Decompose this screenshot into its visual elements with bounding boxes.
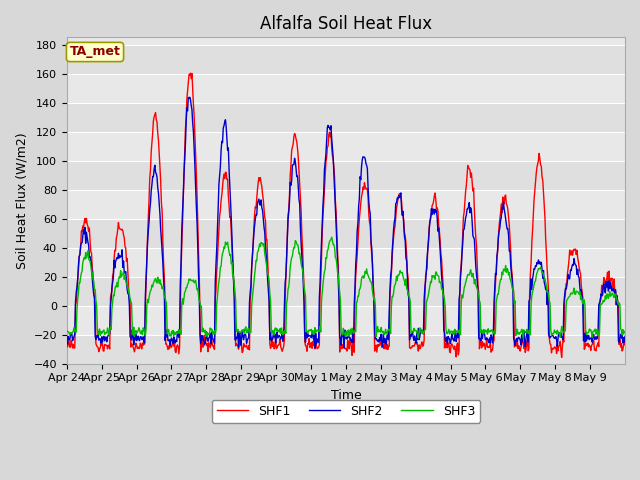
SHF1 (436, 228, 444, 234)
SHF2 (405, 295, 413, 300)
Title: Alfalfa Soil Heat Flux: Alfalfa Soil Heat Flux (260, 15, 432, 33)
SHF2 (621, 334, 629, 339)
Bar (67, 190, 625, 219)
SHF3 (436, 279, 444, 285)
SHF2 (129, 327, 136, 333)
Bar (67, 306, 625, 335)
Bar (67, 73, 625, 103)
SHF3 (621, 328, 629, 334)
Text: TA_met: TA_met (70, 46, 120, 59)
SHF1 (621, 342, 629, 348)
Bar (67, 45, 625, 73)
Line: SHF2: SHF2 (67, 97, 625, 348)
SHF1 (280, 337, 288, 343)
SHF2 (186, 95, 194, 100)
SHF1 (232, 343, 239, 349)
SHF2 (436, 247, 444, 253)
SHF3 (328, 234, 335, 240)
Bar (67, 161, 625, 190)
Bar (67, 335, 625, 364)
Bar (67, 248, 625, 276)
SHF2 (280, 303, 288, 309)
Legend: SHF1, SHF2, SHF3: SHF1, SHF2, SHF3 (212, 400, 480, 423)
SHF2 (232, 337, 239, 343)
SHF3 (404, 290, 412, 296)
SHF1 (404, 276, 412, 281)
SHF1 (558, 354, 566, 360)
SHF3 (259, 240, 266, 246)
X-axis label: Time: Time (330, 389, 361, 402)
SHF1 (187, 70, 195, 76)
Line: SHF1: SHF1 (67, 73, 625, 357)
SHF3 (280, 329, 287, 335)
SHF1 (63, 342, 70, 348)
SHF1 (259, 196, 267, 202)
SHF2 (340, 345, 348, 351)
SHF2 (63, 334, 70, 339)
SHF3 (129, 325, 136, 331)
Y-axis label: Soil Heat Flux (W/m2): Soil Heat Flux (W/m2) (15, 132, 28, 269)
SHF3 (519, 336, 527, 341)
SHF1 (129, 342, 136, 348)
Line: SHF3: SHF3 (67, 237, 625, 338)
Bar (67, 132, 625, 161)
Bar (67, 276, 625, 306)
SHF3 (231, 289, 239, 295)
Bar (67, 219, 625, 248)
SHF2 (259, 216, 267, 222)
SHF3 (63, 328, 70, 334)
Bar (67, 103, 625, 132)
